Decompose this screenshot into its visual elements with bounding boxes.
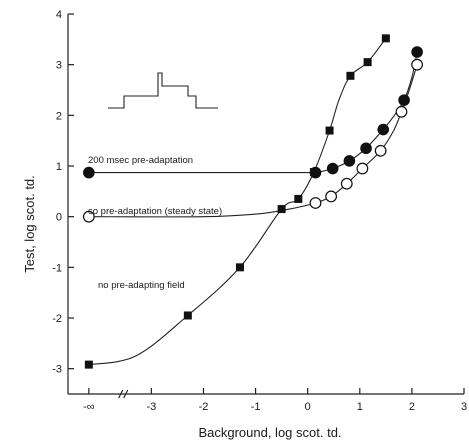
data-markers [82, 34, 424, 369]
x-tick-label: -3 [146, 401, 156, 413]
x-axis-break-mark [123, 389, 129, 399]
fitted-curves [88, 37, 418, 366]
data-point-filled-square [84, 360, 93, 369]
y-tick-label: 0 [56, 212, 62, 224]
x-tick-label: -1 [251, 401, 261, 413]
data-point-filled-square [235, 263, 244, 272]
y-tick-label: 4 [56, 9, 62, 21]
axes [67, 14, 464, 395]
x-tick-label: 0 [305, 401, 311, 413]
x-tick-label: 2 [409, 401, 415, 413]
data-point-filled-circle [398, 94, 410, 106]
data-point-open-circle [309, 197, 322, 209]
data-point-filled-square [381, 34, 390, 43]
y-tick-label: 2 [56, 110, 62, 122]
data-point-filled-circle [326, 162, 339, 175]
y-tick-label: -3 [52, 364, 62, 376]
data-point-open-circle [340, 177, 353, 190]
data-point-filled-square [294, 194, 303, 203]
data-point-filled-circle [360, 142, 372, 155]
data-point-filled-circle [411, 46, 423, 58]
data-point-filled-circle [377, 123, 390, 136]
data-point-filled-square [309, 168, 318, 177]
data-point-open-circle [356, 162, 369, 175]
y-tick-label: 3 [56, 60, 62, 72]
curve-no-preadapting-field [88, 37, 387, 366]
x-tick-label: 3 [461, 401, 467, 413]
y-tick-label: -1 [52, 262, 62, 274]
curve-steady-state [88, 64, 418, 218]
data-point-filled-square [346, 71, 355, 80]
annotation-no-preadapting: no pre-adapting field [98, 280, 185, 291]
stimulus-inset-diagram [108, 72, 218, 109]
y-axis-title: Test, log scot. td. [22, 175, 37, 273]
x-tick-label: -2 [199, 401, 209, 413]
data-point-filled-circle [343, 155, 356, 167]
data-point-filled-square [183, 311, 192, 320]
x-tick-label: -∞ [83, 401, 95, 413]
data-point-open-circle [411, 58, 424, 71]
data-point-filled-square [325, 126, 334, 135]
data-point-open-circle [395, 105, 408, 118]
data-point-filled-square [277, 205, 286, 214]
data-point-open-circle [82, 210, 95, 223]
annotation-200msec: 200 msec pre-adaptation [88, 155, 193, 166]
y-tick-label: 1 [56, 161, 62, 173]
data-point-filled-square [363, 58, 372, 67]
x-axis-title: Background, log scot. td. [198, 425, 341, 440]
x-tick-label: 1 [357, 401, 363, 413]
data-point-open-circle [325, 190, 338, 203]
data-point-filled-circle [83, 166, 95, 179]
x-axis-break-mark [118, 389, 124, 399]
stimulus-waveform [108, 72, 218, 109]
annotation-steady-state: co pre-adaptation (steady state) [88, 206, 222, 217]
y-tick-label: -2 [52, 313, 62, 325]
y-axis-ticks: -3 -2 -1 0 1 2 3 4 [52, 9, 74, 376]
x-axis-ticks: -∞ -3 -2 -1 0 1 2 3 [83, 388, 467, 413]
data-point-open-circle [374, 144, 387, 157]
